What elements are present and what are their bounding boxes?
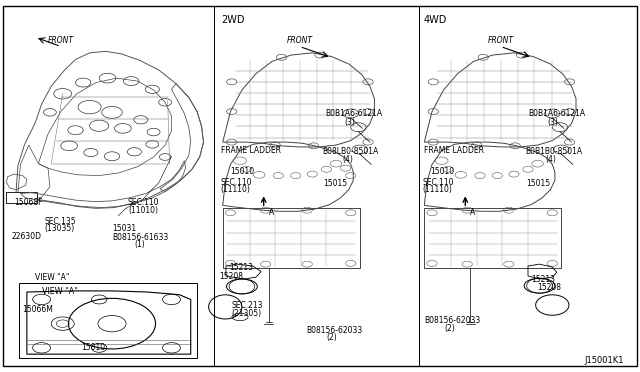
Text: (4): (4) (342, 155, 353, 164)
Text: (1): (1) (134, 240, 145, 249)
Text: 15066M: 15066M (22, 305, 53, 314)
Text: B0B1A6-6121A: B0B1A6-6121A (325, 109, 382, 118)
Text: 15208: 15208 (220, 272, 244, 280)
Text: (21305): (21305) (232, 309, 262, 318)
Text: 15010: 15010 (430, 167, 454, 176)
FancyBboxPatch shape (6, 192, 37, 203)
Text: FRAME LADDER: FRAME LADDER (221, 146, 281, 155)
Text: (11010): (11010) (128, 206, 158, 215)
Text: (4): (4) (545, 155, 556, 164)
Text: 15208: 15208 (538, 283, 562, 292)
Text: B08156-61633: B08156-61633 (112, 233, 168, 242)
Text: (3): (3) (547, 118, 558, 126)
Text: SEC.135: SEC.135 (45, 217, 76, 226)
Text: B08156-62033: B08156-62033 (424, 316, 481, 325)
Text: 2WD: 2WD (221, 15, 244, 25)
Text: (3): (3) (344, 118, 355, 126)
Text: 15015: 15015 (526, 179, 550, 187)
FancyBboxPatch shape (19, 283, 197, 358)
Text: J15001K1: J15001K1 (584, 356, 624, 365)
Text: 22630D: 22630D (12, 232, 42, 241)
Text: SEC.213: SEC.213 (232, 301, 263, 310)
Text: B08LB0-8501A: B08LB0-8501A (322, 147, 378, 156)
Text: 15015: 15015 (323, 179, 348, 187)
Text: (11110): (11110) (422, 185, 452, 194)
Text: VIEW "A": VIEW "A" (35, 273, 70, 282)
Text: SEC.110: SEC.110 (422, 178, 454, 187)
Text: 15068F: 15068F (14, 198, 43, 207)
Text: B0B1B0-8501A: B0B1B0-8501A (525, 147, 582, 156)
Text: 4WD: 4WD (424, 15, 447, 25)
Text: FRONT: FRONT (287, 36, 312, 45)
Text: B0B1A6-6121A: B0B1A6-6121A (528, 109, 585, 118)
Text: 15010: 15010 (230, 167, 255, 176)
Text: 15213: 15213 (531, 275, 555, 284)
Text: (2): (2) (326, 333, 337, 342)
Text: SEC.110: SEC.110 (128, 198, 159, 207)
Text: 15010: 15010 (81, 343, 105, 352)
Text: VIEW "A": VIEW "A" (42, 287, 77, 296)
Text: A: A (269, 208, 274, 217)
Text: B08156-62033: B08156-62033 (306, 326, 362, 335)
Text: (2): (2) (445, 324, 456, 333)
Text: 15213: 15213 (229, 263, 253, 272)
Text: (11110): (11110) (221, 185, 251, 194)
Text: FRONT: FRONT (488, 36, 513, 45)
Text: SEC.110: SEC.110 (221, 178, 252, 187)
Text: (13035): (13035) (45, 224, 75, 233)
Text: FRAME LADDER: FRAME LADDER (424, 146, 484, 155)
Text: FRONT: FRONT (48, 36, 74, 45)
Text: 15031: 15031 (112, 224, 136, 233)
Text: A: A (470, 208, 476, 217)
